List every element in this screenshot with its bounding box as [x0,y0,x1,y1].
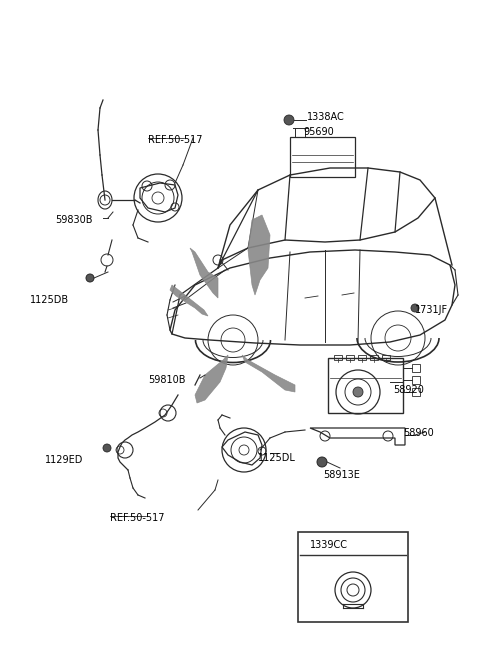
Polygon shape [248,215,270,295]
Text: 59830B: 59830B [55,215,93,225]
Circle shape [103,444,111,452]
Text: REF.50-517: REF.50-517 [148,135,203,145]
Text: 58913E: 58913E [323,470,360,480]
Text: 1125DB: 1125DB [30,295,69,305]
Circle shape [317,457,327,467]
Text: 1731JF: 1731JF [415,305,448,315]
Text: 58920: 58920 [393,385,424,395]
Bar [334,355,342,360]
Polygon shape [170,285,208,316]
Text: 1339CC: 1339CC [310,540,348,550]
Bar [328,358,403,413]
Text: 95690: 95690 [303,127,334,137]
Bar [298,532,408,622]
Bar [358,355,366,360]
Circle shape [86,274,94,282]
Polygon shape [242,355,295,392]
Text: 58960: 58960 [403,428,434,438]
Bar [412,388,420,396]
Bar [382,355,390,360]
Circle shape [353,387,363,397]
Circle shape [284,115,294,125]
Bar [346,355,354,360]
Text: 1125DL: 1125DL [258,453,296,463]
Polygon shape [190,248,218,298]
Text: 59810B: 59810B [148,375,185,385]
Text: 1129ED: 1129ED [45,455,84,465]
Bar [370,355,378,360]
Circle shape [411,304,419,312]
Bar [412,376,420,384]
Bar [290,137,355,177]
Text: 1338AC: 1338AC [307,112,345,122]
Bar [412,364,420,372]
Text: REF.50-517: REF.50-517 [110,513,165,523]
Polygon shape [195,355,228,403]
